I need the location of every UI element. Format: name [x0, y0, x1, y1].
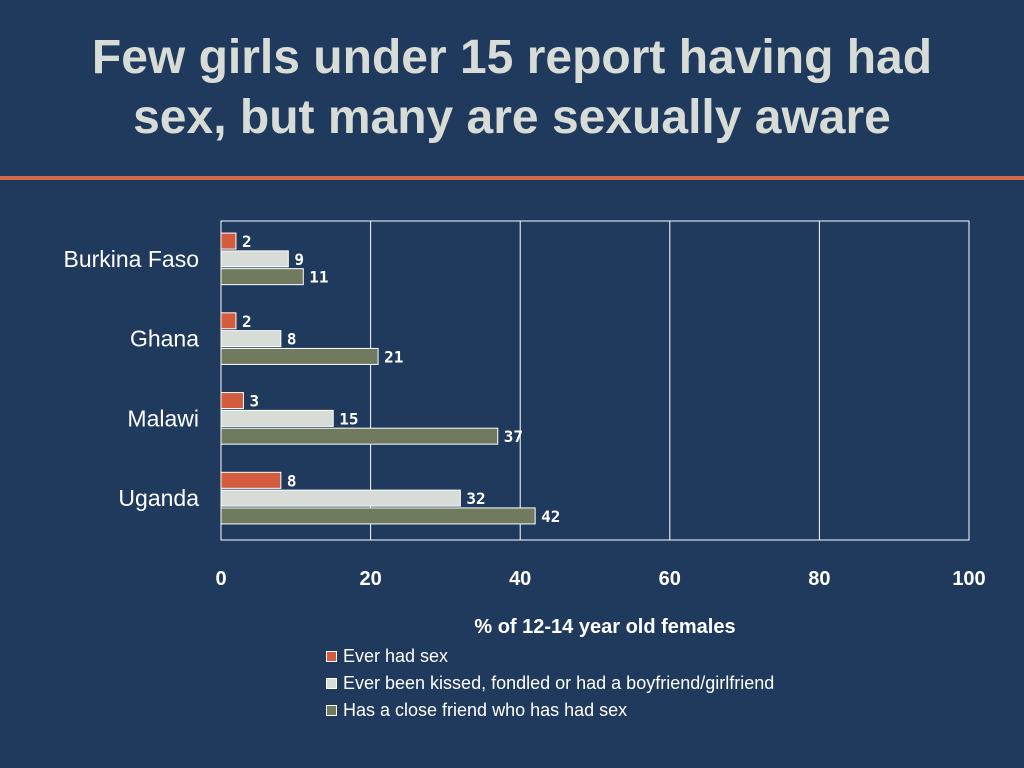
- legend-label: Ever been kissed, fondled or had a boyfr…: [343, 673, 775, 693]
- legend-item-ever-kissed: Ever been kissed, fondled or had a boyfr…: [326, 670, 774, 697]
- legend-item-ever-had-sex: Ever had sex: [326, 643, 774, 670]
- data-label: 2: [242, 312, 252, 331]
- data-label: 3: [249, 392, 259, 411]
- data-label: 8: [287, 330, 297, 349]
- bar: [220, 471, 282, 489]
- x-tick-label: 80: [808, 568, 830, 590]
- data-label: 15: [339, 409, 358, 428]
- legend-label: Ever had sex: [343, 646, 449, 666]
- bar: [220, 330, 282, 348]
- x-tick-label: 100: [952, 568, 985, 590]
- x-tick-label: 20: [359, 568, 381, 590]
- title-line-2: sex, but many are sexually aware: [133, 91, 891, 144]
- bar: [220, 232, 237, 250]
- title-divider: [0, 176, 1024, 180]
- title-line-1: Few girls under 15 report having had: [91, 31, 933, 84]
- data-label: 32: [466, 489, 485, 508]
- bar: [220, 507, 536, 525]
- legend-item-close-friend: Has a close friend who has had sex: [326, 697, 774, 724]
- data-label: 8: [287, 471, 297, 490]
- legend-swatch: [326, 678, 337, 689]
- category-label: Uganda: [118, 485, 199, 511]
- x-tick-label: 40: [509, 568, 531, 590]
- data-label: 21: [384, 347, 403, 366]
- category-label: Ghana: [130, 326, 199, 352]
- data-label: 37: [504, 427, 523, 446]
- category-label: Malawi: [127, 405, 199, 431]
- plot-area: [220, 220, 970, 541]
- x-tick-label: 60: [659, 568, 681, 590]
- page-title: Few girls under 15 report having had sex…: [0, 28, 1024, 148]
- bar: [220, 409, 334, 427]
- data-label: 9: [294, 250, 304, 269]
- data-label: 2: [242, 232, 252, 251]
- category-label: Burkina Faso: [63, 246, 199, 272]
- bar: [220, 268, 304, 286]
- data-label: 11: [309, 268, 328, 287]
- bar: [220, 250, 289, 268]
- legend-label: Has a close friend who has had sex: [343, 700, 628, 720]
- legend-swatch: [326, 651, 337, 662]
- bar: [220, 392, 244, 410]
- data-label: 42: [541, 507, 560, 526]
- x-axis-title: % of 12-14 year old females: [474, 616, 735, 638]
- bar: [220, 312, 237, 330]
- chart-legend: Ever had sex Ever been kissed, fondled o…: [326, 643, 774, 724]
- legend-swatch: [326, 705, 337, 716]
- bar: [220, 489, 461, 507]
- bar: [220, 347, 379, 365]
- x-tick-label: 0: [215, 568, 226, 590]
- bar: [220, 427, 499, 445]
